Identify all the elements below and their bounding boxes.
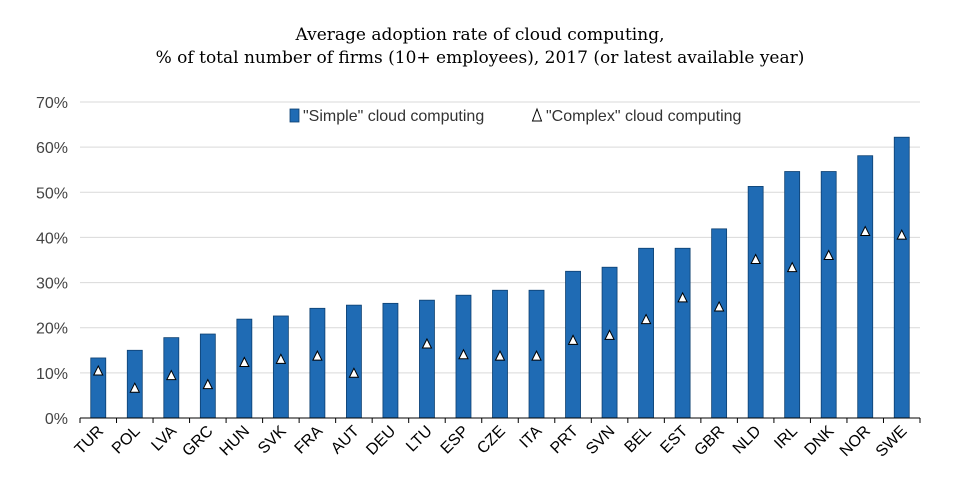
y-tick-label: 20% [36,321,68,338]
gridlines [80,101,920,374]
legend-series-2-label: "Complex" cloud computing [546,108,741,125]
triangle-marker [129,382,141,393]
legend-bar-swatch [289,108,300,123]
y-tick-label: 40% [36,230,68,247]
x-category-label: DNK [802,423,838,459]
triangle-marker [421,337,433,349]
bar [346,304,362,419]
x-category-label: SWE [873,423,911,461]
y-axis-tick-labels: 0% 10% 20% 30% 40% 50% 60% 70% [36,95,68,428]
y-tick-label: 0% [45,411,68,428]
chart-subtitle: % of total number of firms (10+ employee… [156,48,805,68]
bar [601,266,618,419]
x-category-label: GRC [179,423,216,460]
x-category-label: HUN [217,423,254,460]
bar [857,155,874,419]
x-category-label: ITA [517,423,546,452]
triangle-marker [92,364,104,376]
x-category-label: BEL [622,423,655,456]
triangle-marker [713,300,725,312]
triangle-marker [750,253,761,265]
bar [893,136,910,419]
triangle-marker [202,378,214,390]
x-category-label: AUT [328,423,363,458]
x-category-label: CZE [474,423,509,458]
x-category-label: POL [109,423,144,458]
x-category-label: TUR [72,423,107,458]
bars [90,136,910,419]
y-tick-label: 50% [36,185,68,202]
triangle-marker [604,329,615,340]
triangle-markers [92,225,908,393]
bar [236,318,253,419]
triangle-marker [859,225,871,237]
bar [674,247,691,419]
bar [272,315,289,419]
x-category-label: ESP [438,423,473,458]
triangle-marker [677,291,688,303]
x-category-label: SVN [583,423,618,458]
x-category-label: LTU [403,423,436,456]
x-axis [79,417,921,423]
triangle-marker [823,249,835,260]
legend-series-1-label: "Simple" cloud computing [303,108,484,125]
x-category-label: EST [657,423,691,457]
bar [784,171,801,419]
triangle-marker [312,350,323,361]
triangle-marker [165,369,177,381]
y-tick-label: 60% [36,140,68,157]
triangle-marker [640,313,652,325]
x-category-label: NOR [837,423,874,460]
bar [747,186,764,419]
x-category-label: FRA [292,423,327,458]
bar [711,228,728,419]
legend-triangle-icon [531,107,543,122]
x-category-label: SVK [255,423,290,458]
chart-title: Average adoption rate of cloud computing… [295,25,665,45]
y-tick-label: 70% [36,95,68,112]
bar [199,333,216,419]
y-tick-label: 30% [36,276,68,293]
x-category-label: IRL [771,423,801,453]
bar [309,307,326,419]
bar [820,171,837,419]
triangle-marker [275,353,287,364]
legend: "Simple" cloud computing "Complex" cloud… [289,107,741,125]
triangle-marker [786,261,798,273]
triangle-marker [494,350,506,361]
triangle-marker [896,229,908,240]
triangle-marker [239,356,250,367]
triangle-marker [348,367,360,378]
x-category-label: PRT [547,423,582,458]
x-category-label: GBR [691,423,728,460]
triangle-marker [567,334,579,345]
x-category-label: LVA [148,423,180,455]
bar [382,302,399,419]
bar [419,299,435,419]
x-category-label: DEU [363,423,399,459]
x-category-label: NLD [730,423,765,458]
triangle-marker [531,350,542,361]
triangle-marker [458,348,469,360]
x-axis-category-labels: TUR POL LVA GRC HUN SVK FRA AUT DEU LTU ESP CZE ITA P… [72,423,911,461]
y-tick-label: 10% [36,366,68,383]
bar [638,247,654,419]
